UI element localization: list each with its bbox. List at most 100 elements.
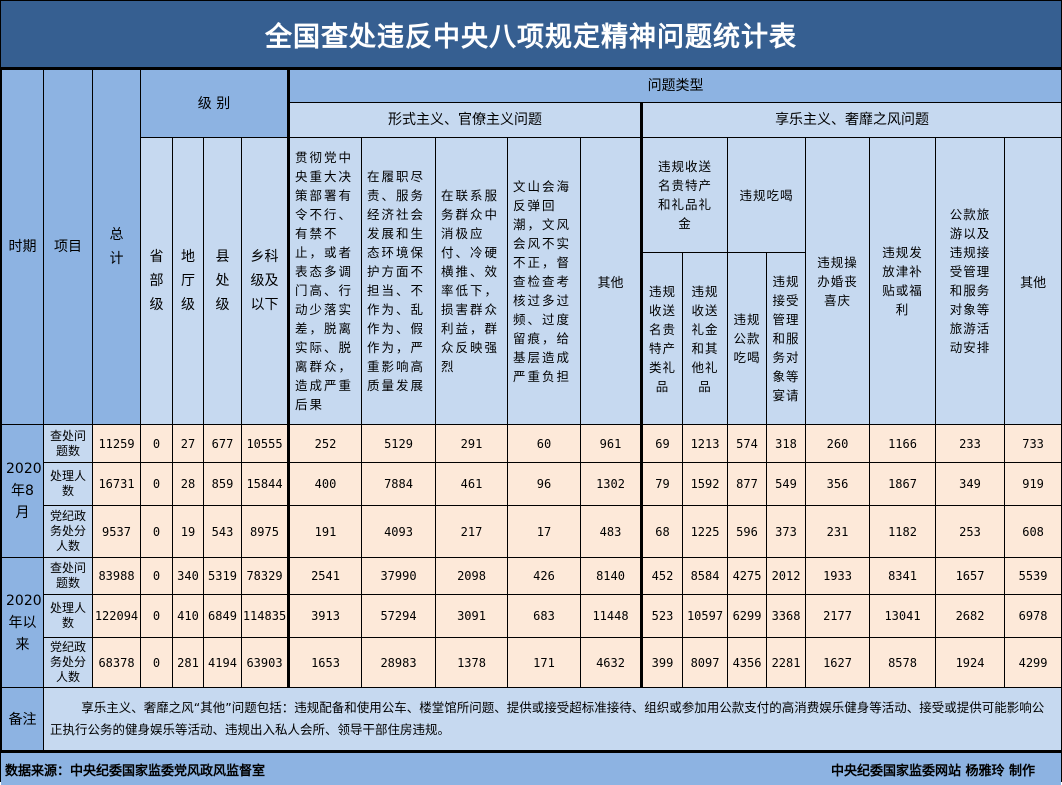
row-item-label: 查处问题数 [43,557,93,595]
value-cell: 1302 [580,462,644,506]
header-level-group: 级 别 [139,69,291,138]
header-allowances: 违规发放津补贴或福利 [869,137,937,425]
value-cell: 0 [140,637,173,688]
value-cell: 4299 [1004,637,1062,688]
row-item-label: 查处问题数 [43,424,93,463]
header-gifts-specialties: 违规收送名贵特产类礼品 [641,252,684,425]
value-cell: 1166 [869,424,937,463]
credit: 中央纪委国家监委网站 杨雅玲 制作 [830,763,1035,779]
value-cell: 1378 [435,637,509,688]
value-cell: 426 [507,557,582,595]
value-cell: 0 [140,594,173,638]
value-cell: 523 [641,594,684,638]
value-cell: 78329 [240,557,291,595]
value-cell: 15844 [240,462,291,506]
value-cell: 3913 [288,594,363,638]
value-cell: 574 [727,424,768,463]
value-cell: 6299 [727,594,768,638]
value-cell: 452 [641,557,684,595]
value-cell: 0 [140,424,173,463]
value-cell: 1657 [935,557,1006,595]
header-gifts-money: 违规收送礼金和其他礼品 [682,252,729,425]
header-formalism-1: 贯彻党中央重大决策部署有令不行、有禁不止，或者表态多调门高、行动少落实差，脱离实… [288,137,363,425]
value-cell: 96 [507,462,582,506]
value-cell: 9537 [92,505,141,558]
value-cell: 63903 [240,637,291,688]
row-item-label: 处理人数 [43,594,93,638]
value-cell: 340 [172,557,204,595]
value-cell: 1653 [288,637,363,688]
header-level-provincial: 省部级 [140,137,173,425]
header-formalism-other: 其他 [580,137,644,425]
header-gifts-group: 违规收送名贵特产和礼品礼金 [641,137,729,253]
value-cell: 6978 [1004,594,1062,638]
header-public-travel: 公款旅游以及违规接受管理和服务对象等旅游活动安排 [935,137,1006,425]
value-cell: 683 [507,594,582,638]
value-cell: 919 [1004,462,1062,506]
note-text: 享乐主义、奢靡之风“其他”问题包括：违规配备和使用公车、楼堂馆所问题、提供或接受… [42,687,1062,751]
row-item-label: 处理人数 [43,462,93,506]
value-cell: 2177 [805,594,871,638]
value-cell: 483 [580,505,644,558]
value-cell: 373 [766,505,807,558]
note-label: 备注 [1,687,44,751]
header-formalism-3: 在联系服务群众中消极应付、冷硬横推、效率低下，损害群众利益，群众反映强烈 [435,137,509,425]
header-hedonism-other: 其他 [1004,137,1062,425]
table-row: 2020年8月 查处问题数 11259 0 27 677 10555 252 5129 291 60… [1,424,1062,558]
value-cell: 122094 [92,594,141,638]
value-cell: 8341 [869,557,937,595]
header-problem-type: 问题类型 [288,69,1062,103]
header-level-prefecture: 地厅级 [172,137,204,425]
value-cell: 877 [727,462,768,506]
value-cell: 0 [140,462,173,506]
value-cell: 1592 [682,462,729,506]
value-cell: 28983 [361,637,437,688]
period-label: 2020年以来 [1,557,44,688]
value-cell: 2281 [766,637,807,688]
value-cell: 0 [140,505,173,558]
value-cell: 28 [172,462,204,506]
value-cell: 356 [805,462,871,506]
header-total: 总计 [92,69,141,425]
value-cell: 549 [766,462,807,506]
header-level-county: 县处级 [203,137,242,425]
value-cell: 1225 [682,505,729,558]
value-cell: 1213 [682,424,729,463]
header-level-township: 乡科级及以下 [240,137,291,425]
table-row: 党纪政务处分人数 9537 0 19 543 8975 191 4093 217 17 483 68 1… [2,505,1062,558]
value-cell: 2098 [435,557,509,595]
header-item: 项目 [43,69,93,425]
value-cell: 69 [641,424,684,463]
value-cell: 281 [172,637,204,688]
value-cell: 13041 [869,594,937,638]
value-cell: 233 [935,424,1006,463]
value-cell: 399 [641,637,684,688]
value-cell: 5319 [203,557,242,595]
value-cell: 400 [288,462,363,506]
value-cell: 68 [641,505,684,558]
value-cell: 231 [805,505,871,558]
header-formalism-4: 文山会海反弹回潮，文风会风不实不正，督查检查考核过多过频、过度留痕，给基层造成严… [507,137,582,425]
value-cell: 4356 [727,637,768,688]
value-cell: 10597 [682,594,729,638]
value-cell: 7884 [361,462,437,506]
value-cell: 4275 [727,557,768,595]
value-cell: 60 [507,424,582,463]
page-title: 全国查处违反中央八项规定精神问题统计表 [1,1,1061,69]
value-cell: 1627 [805,637,871,688]
value-cell: 1933 [805,557,871,595]
header-period: 时期 [1,69,44,425]
value-cell: 4194 [203,637,242,688]
value-cell: 171 [507,637,582,688]
value-cell: 17 [507,505,582,558]
value-cell: 27 [172,424,204,463]
value-cell: 1867 [869,462,937,506]
table-row: 处理人数 122094 0 410 6849 114835 3913 57294 3091 683… [2,594,1062,638]
value-cell: 1924 [935,637,1006,688]
stats-table: 时期 项目 总计 级 别 问题类型 形式主义、官僚主义问题 享乐主义、奢靡之风问… [1,69,1062,751]
value-cell: 5539 [1004,557,1062,595]
header-formalism-2: 在履职尽责、服务经济社会发展和生态环境保护方面不担当、不作为、乱作为、假作为，严… [361,137,437,425]
value-cell: 114835 [240,594,291,638]
data-source: 数据来源：中央纪委国家监委党风政风监督室 [5,763,266,779]
